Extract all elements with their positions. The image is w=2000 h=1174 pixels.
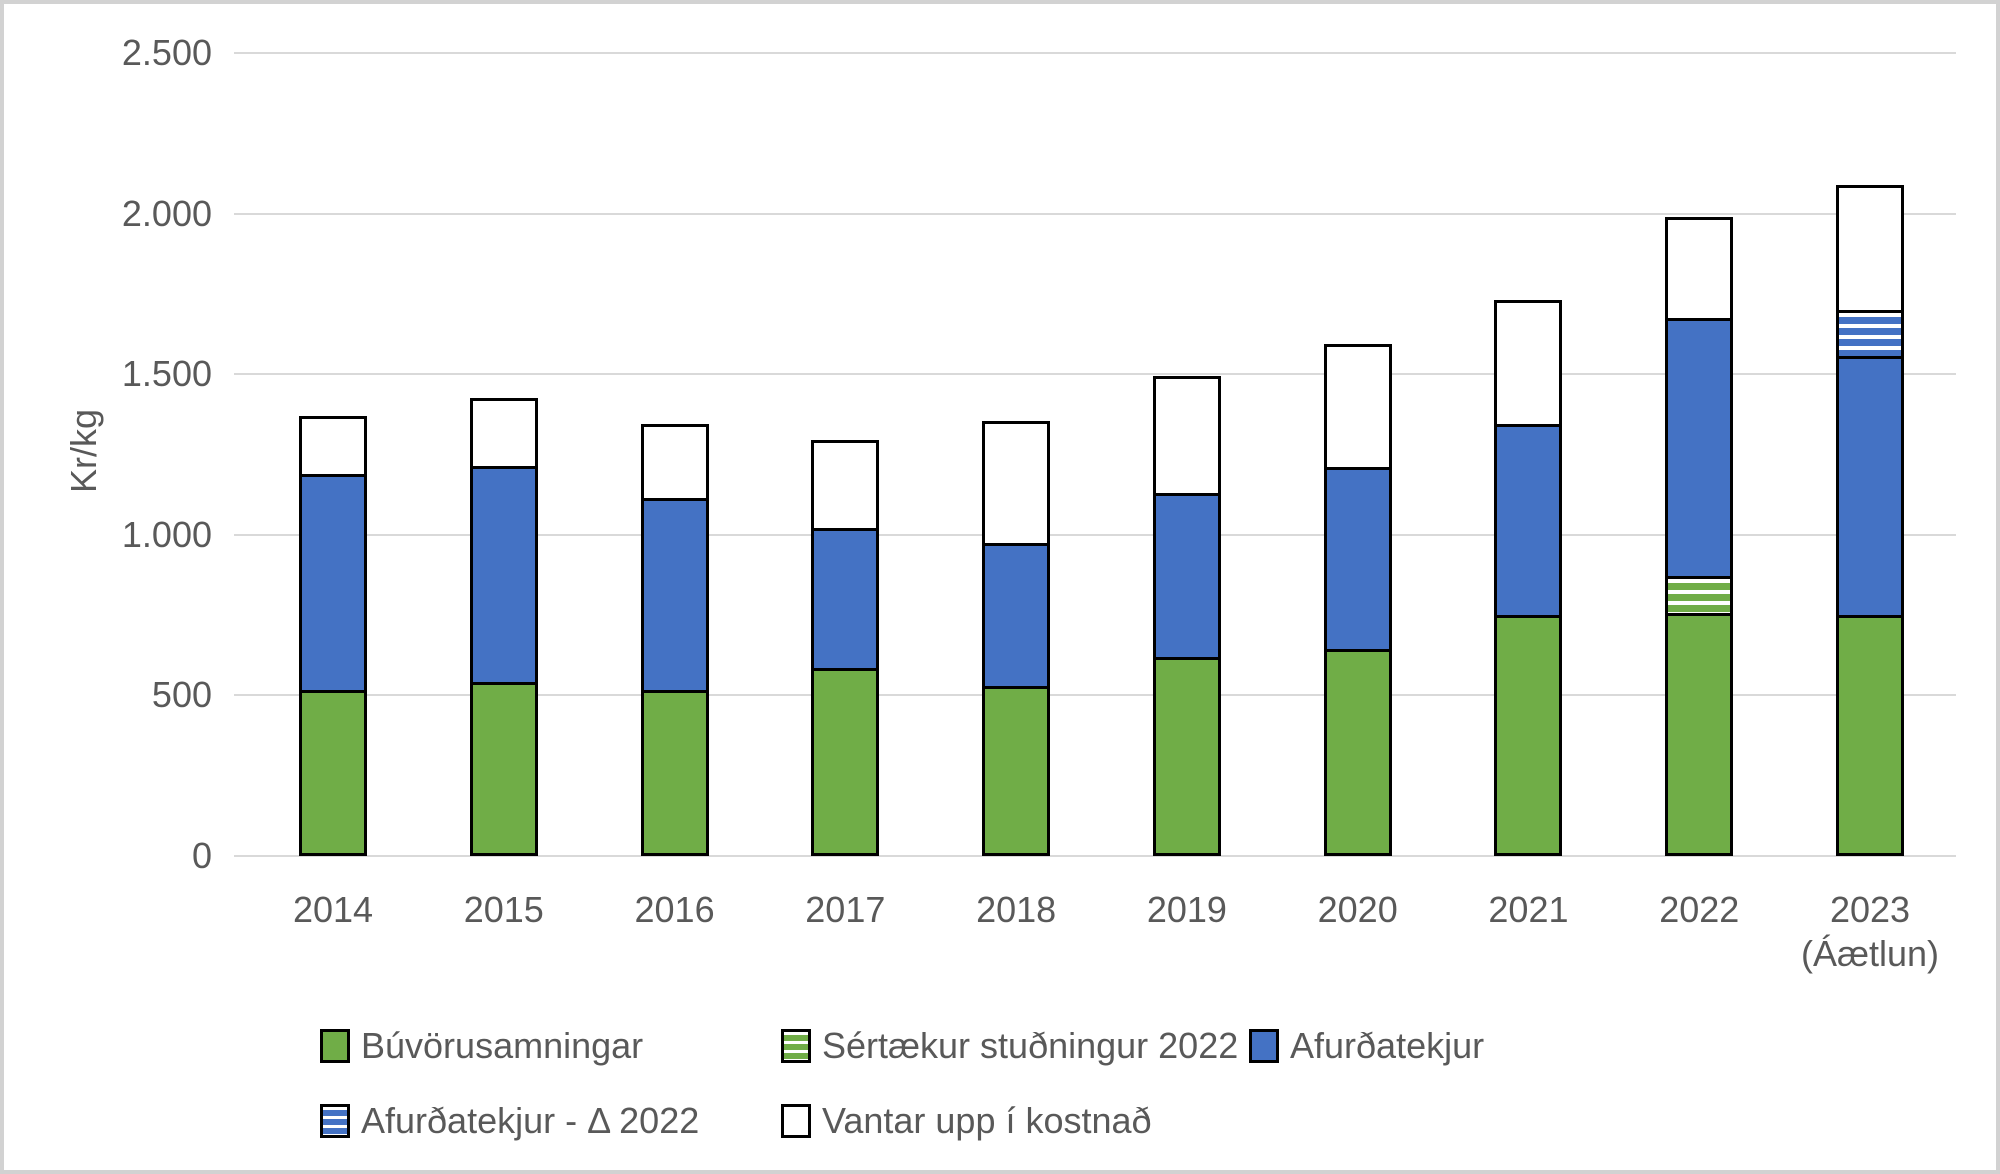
- bar-segment-b-v-rusamningar: [814, 667, 877, 853]
- bar-2016: [640, 423, 709, 856]
- legend-label: Afurðatekjur: [1290, 1025, 1485, 1066]
- bar-2017: [811, 440, 880, 856]
- bar-segment-b-v-rusamningar: [1326, 648, 1389, 853]
- bar-segment-vantar-upp-kostna: [643, 426, 706, 498]
- legend-label: Búvörusamningar: [361, 1025, 644, 1066]
- gridline: [234, 533, 1956, 536]
- y-tick-label: 500: [151, 674, 212, 716]
- bar-segment-afur-atekjur-2022: [1839, 309, 1902, 357]
- bar-2021: [1494, 300, 1563, 856]
- legend-label: Afurðatekjur - Δ 2022: [361, 1100, 700, 1141]
- x-tick-label: 2014: [292, 889, 374, 930]
- legend-swatch-icon: [781, 1029, 811, 1063]
- bar-segment-vantar-upp-kostna: [302, 418, 364, 474]
- bar-segment-afur-atekjur: [985, 542, 1048, 686]
- x-tick-label: 2015: [463, 889, 544, 930]
- bar-2014: [299, 415, 367, 856]
- bar-2015: [469, 398, 538, 856]
- legend-item-afur-atekjur-2022: Afurðatekjur - Δ 2022: [320, 1100, 700, 1141]
- bar-segment-afur-atekjur: [1497, 423, 1560, 615]
- bar-segment-b-v-rusamningar: [1839, 614, 1902, 853]
- legend-item-b-v-rusamningar: Búvörusamningar: [320, 1025, 644, 1066]
- bar-2018: [982, 420, 1051, 856]
- bar-segment-afur-atekjur: [643, 497, 706, 691]
- y-tick-label: 2.500: [121, 32, 212, 73]
- legend-item-s-rt-kur-stu-ningur-2022: Sértækur stuðningur 2022: [781, 1025, 1239, 1066]
- y-tick-label: 2.000: [121, 192, 212, 234]
- gridline: [234, 694, 1956, 697]
- bar-segment-afur-atekjur: [1668, 317, 1731, 577]
- bar-segment-b-v-rusamningar: [302, 690, 364, 853]
- legend-swatch-icon: [320, 1104, 350, 1138]
- gridline: [234, 373, 1956, 376]
- bar-segment-vantar-upp-kostna: [1839, 187, 1902, 310]
- bar-2020: [1323, 343, 1392, 856]
- bar-segment-b-v-rusamningar: [1497, 614, 1560, 853]
- bar-segment-b-v-rusamningar: [643, 690, 706, 853]
- bar-segment-b-v-rusamningar: [1668, 613, 1731, 853]
- bar-segment-afur-atekjur: [302, 473, 364, 691]
- bar-segment-afur-atekjur: [472, 465, 535, 683]
- bar-segment-s-rt-kur-stu-ningur-2022: [1668, 576, 1731, 614]
- x-tick-label: 2019: [1146, 889, 1227, 930]
- gridline: [234, 52, 1956, 54]
- bar-2019: [1152, 375, 1221, 856]
- y-tick-label: 0: [191, 835, 212, 876]
- legend-swatch-icon: [320, 1029, 350, 1063]
- bar-2022: [1665, 216, 1734, 856]
- legend-label: Sértækur stuðningur 2022: [822, 1025, 1239, 1066]
- legend-item-vantar-upp-kostna: Vantar upp í kostnað: [781, 1100, 1152, 1141]
- bar-segment-vantar-upp-kostna: [814, 443, 877, 529]
- bar-segment-afur-atekjur: [1839, 356, 1902, 615]
- x-tick-label: 2023 (Áætlun): [1800, 889, 1940, 974]
- x-tick-label: 2017: [805, 889, 886, 930]
- bar-segment-vantar-upp-kostna: [1497, 303, 1560, 424]
- bar-segment-vantar-upp-kostna: [1155, 378, 1218, 493]
- x-tick-label: 2021: [1488, 889, 1569, 930]
- legend-label: Vantar upp í kostnað: [822, 1100, 1152, 1141]
- bar-segment-b-v-rusamningar: [1155, 656, 1218, 853]
- legend-swatch-icon: [781, 1104, 811, 1138]
- gridline: [234, 855, 1956, 857]
- bar-segment-vantar-upp-kostna: [1326, 346, 1389, 468]
- bar-segment-afur-atekjur: [1155, 492, 1218, 657]
- x-tick-label: 2016: [634, 889, 715, 930]
- bar-segment-b-v-rusamningar: [985, 685, 1048, 853]
- x-tick-label: 2020: [1317, 889, 1398, 930]
- legend-item-afur-atekjur: Afurðatekjur: [1249, 1025, 1485, 1066]
- y-tick-label: 1.000: [121, 513, 212, 555]
- bar-segment-vantar-upp-kostna: [985, 423, 1048, 543]
- y-tick-label: 1.500: [121, 353, 212, 395]
- legend-swatch-icon: [1249, 1029, 1279, 1063]
- bar-segment-afur-atekjur: [814, 528, 877, 668]
- bar-segment-vantar-upp-kostna: [1668, 219, 1731, 318]
- x-tick-label: 2022: [1659, 889, 1740, 930]
- bar-2023: [1836, 184, 1905, 856]
- bar-segment-vantar-upp-kostna: [472, 401, 535, 466]
- x-tick-label: 2018: [976, 889, 1057, 930]
- gridline: [234, 212, 1956, 215]
- bar-segment-afur-atekjur: [1326, 467, 1389, 649]
- bar-segment-b-v-rusamningar: [472, 682, 535, 853]
